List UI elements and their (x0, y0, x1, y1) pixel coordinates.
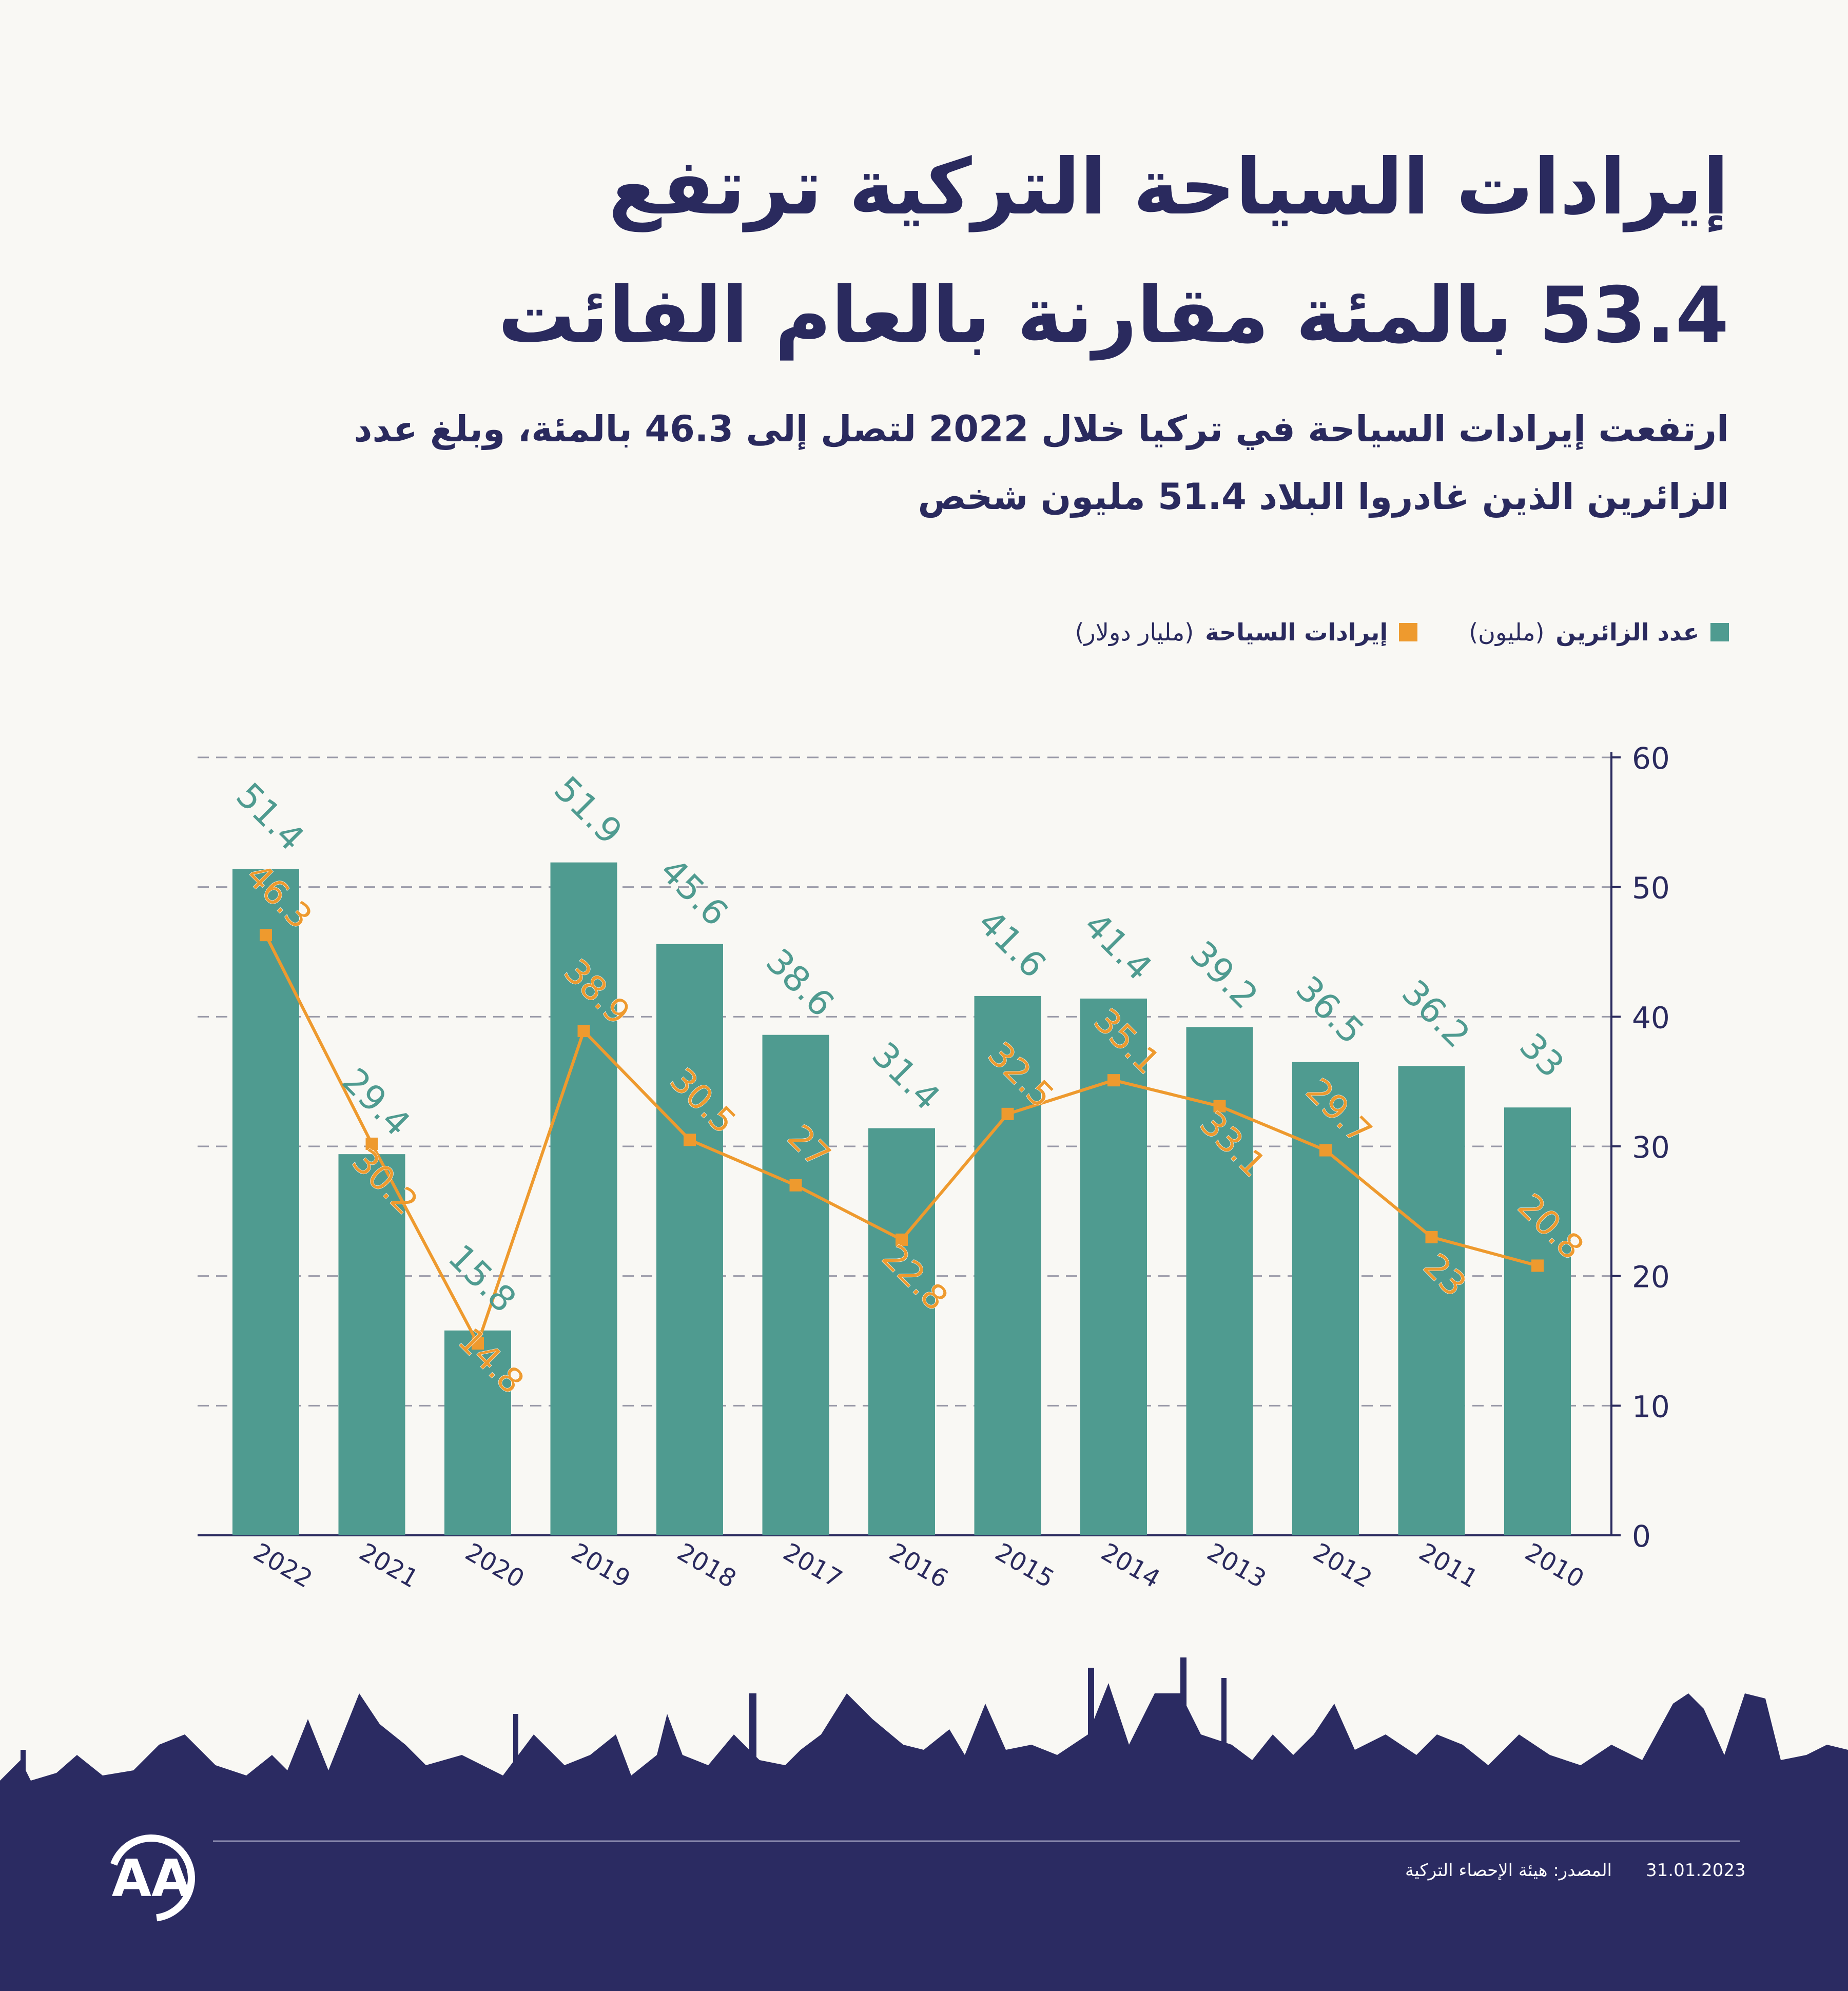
bar-value-label: 41.4 (1076, 905, 1159, 989)
subtitle-line-1: ارتفعت إيرادات السياحة في تركيا خلال 202… (354, 408, 1729, 450)
x-tick-label: 2019 (567, 1537, 635, 1594)
x-tick-label: 2010 (1520, 1537, 1589, 1594)
aa-logo (108, 1834, 195, 1922)
subtitle-line-2: الزائرين الذين غادروا البلاد 51.4 مليون … (918, 476, 1729, 518)
title-line-2: 53.4 بالمئة مقارنة بالعام الفائت (498, 271, 1729, 360)
legend-swatch-visitors (1710, 623, 1729, 641)
x-tick-label: 2016 (884, 1537, 953, 1594)
bar-2015 (974, 995, 1041, 1535)
bar-2017 (762, 1034, 829, 1535)
revenue-point (365, 1137, 378, 1150)
x-tick-label: 2013 (1202, 1537, 1271, 1594)
x-tick-label: 2011 (1414, 1537, 1483, 1594)
bar-value-label: 36.5 (1288, 968, 1371, 1052)
skyline-decoration (0, 1657, 1848, 1827)
legend-item-visitors: عدد الزائرين (مليون) (1469, 618, 1729, 646)
y-tick-label: 60 (1632, 741, 1670, 776)
y-tick-label: 10 (1632, 1389, 1670, 1424)
footer-source: المصدر: هيئة الإحصاء التركية (1405, 1860, 1612, 1881)
x-tick-label: 2017 (779, 1537, 847, 1594)
y-tick-label: 0 (1632, 1519, 1651, 1554)
legend-item-revenue: إيرادات السياحة (مليار دولار) (1075, 618, 1418, 646)
revenue-point (577, 1025, 590, 1038)
legend-swatch-revenue (1399, 623, 1418, 641)
aa-logo-text: AA (112, 1848, 191, 1908)
line-series-revenue (260, 929, 1544, 1350)
legend: عدد الزائرين (مليون) إيرادات السياحة (مل… (1075, 618, 1729, 646)
bar-2022 (232, 869, 299, 1535)
legend-unit-revenue: (مليار دولار) (1075, 618, 1194, 646)
bar-2016 (868, 1128, 935, 1535)
bar-2011 (1398, 1066, 1465, 1535)
bar-value-label: 29.4 (334, 1061, 418, 1144)
y-tick-label: 40 (1632, 1000, 1670, 1035)
legend-label-visitors: عدد الزائرين (1555, 618, 1699, 646)
revenue-point (1107, 1074, 1120, 1087)
x-tick-label: 2020 (460, 1537, 529, 1594)
x-tick-label: 2022 (248, 1537, 317, 1594)
x-tick-label: 2015 (990, 1537, 1059, 1594)
bar-value-label: 39.2 (1182, 933, 1266, 1017)
chart-title: إيرادات السياحة التركية ترتفع 53.4 بالمئ… (87, 123, 1729, 380)
revenue-point (1425, 1231, 1438, 1243)
x-tick-label: 2018 (672, 1537, 741, 1594)
bar-2018 (656, 944, 723, 1535)
x-tick-label: 2014 (1096, 1537, 1165, 1594)
revenue-point (789, 1179, 802, 1192)
revenue-point (1319, 1144, 1332, 1157)
bar-value-label: 36.2 (1394, 972, 1477, 1056)
revenue-point (1531, 1259, 1544, 1272)
revenue-point (260, 929, 272, 942)
legend-unit-visitors: (مليون) (1469, 618, 1545, 646)
y-tick-label: 30 (1632, 1130, 1670, 1165)
chart-subtitle: ارتفعت إيرادات السياحة في تركيا خلال 202… (87, 395, 1729, 531)
bar-value-label: 45.6 (652, 850, 735, 934)
x-tick-label: 2021 (355, 1537, 423, 1594)
footer-date: 31.01.2023 (1646, 1860, 1746, 1881)
revenue-point (684, 1134, 696, 1146)
footer-band (0, 1817, 1848, 1991)
revenue-point (1213, 1100, 1226, 1112)
bar-2020 (444, 1330, 511, 1535)
bar-value-label: 51.4 (228, 775, 312, 859)
bar-value-label: 41.6 (970, 903, 1054, 986)
bar-value-label: 38.6 (758, 941, 842, 1025)
x-axis-labels: 2022 2021 2020 2019 2018 2017 2016 2015 2014 2013… (248, 1537, 1589, 1594)
y-tick-label: 20 (1632, 1260, 1670, 1295)
bar-2010 (1504, 1107, 1571, 1535)
revenue-point (1001, 1107, 1014, 1120)
x-tick-label: 2012 (1308, 1537, 1377, 1594)
bar-value-label: 33 (1511, 1026, 1571, 1086)
legend-label-revenue: إيرادات السياحة (1205, 618, 1388, 646)
revenue-point (472, 1337, 484, 1350)
bar-value-label: 51.9 (546, 769, 630, 852)
y-tick-label: 50 (1632, 871, 1670, 906)
revenue-point (896, 1233, 908, 1246)
bar-2021 (338, 1154, 405, 1535)
title-line-1: إيرادات السياحة التركية ترتفع (608, 143, 1729, 232)
bar-series-visitors (232, 862, 1571, 1535)
bar-value-label: 31.4 (864, 1034, 947, 1118)
bar-2019 (550, 862, 617, 1535)
